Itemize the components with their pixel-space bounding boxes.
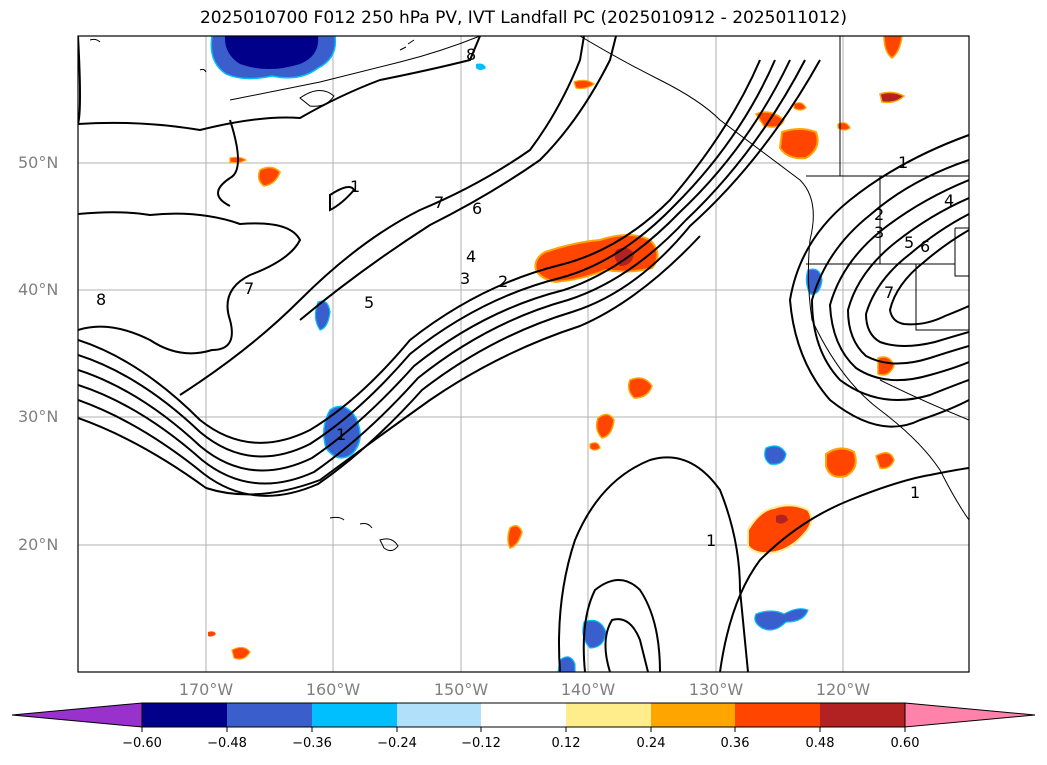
colorbar [11, 702, 1036, 732]
colorbar-bin [820, 703, 905, 727]
colorbar-tick-label: 0.36 [720, 736, 750, 751]
lon-label-140w: 140°W [560, 680, 616, 699]
contour-label: 3 [874, 223, 884, 242]
negative-anomaly-region [805, 268, 823, 295]
colorbar-bin [312, 703, 397, 727]
positive-anomaly-region [877, 356, 895, 376]
contour-label: 2 [874, 205, 884, 224]
positive-anomaly-region [573, 79, 596, 90]
positive-anomaly-region [627, 377, 653, 399]
lat-label-20n: 20°N [18, 535, 59, 554]
positive-anomaly-region [793, 102, 807, 111]
negative-anomaly-region [476, 63, 486, 70]
colorbar-bin [735, 703, 820, 727]
positive-anomaly-core [776, 514, 788, 524]
map-title: 2025010700 F012 250 hPa PV, IVT Landfall… [199, 8, 847, 28]
colorbar-bin [397, 703, 481, 727]
contour-label: 2 [498, 272, 508, 291]
positive-anomaly-region [507, 525, 523, 549]
anomaly-shading [208, 36, 906, 672]
contour-label: 7 [244, 279, 254, 298]
contour-label: 5 [364, 293, 374, 312]
lon-label-130w: 130°W [688, 680, 744, 699]
contour-label: 5 [904, 233, 914, 252]
positive-anomaly-region [257, 166, 281, 187]
map-frame [77, 35, 970, 673]
contour-labels: 8 7 7 6 5 4 3 2 1 1 1 8 7 6 5 4 3 2 1 1 [96, 45, 954, 550]
negative-anomaly-region [754, 608, 809, 631]
colorbar-bin [142, 703, 227, 727]
contour-label: 3 [460, 269, 470, 288]
positive-anomaly-region [825, 447, 857, 478]
negative-anomaly-region [323, 405, 361, 459]
contour-label: 8 [466, 45, 476, 64]
contour-label: 4 [944, 191, 954, 210]
lat-label-40n: 40°N [18, 280, 59, 299]
negative-anomaly-region [582, 619, 607, 649]
lat-label-50n: 50°N [18, 153, 59, 172]
positive-anomaly-region [875, 452, 895, 470]
negative-anomaly-region [314, 300, 331, 331]
colorbar-extend-low [11, 702, 143, 728]
colorbar-tick-label: −0.24 [377, 736, 417, 751]
colorbar-frame [141, 702, 906, 728]
positive-anomaly-region [231, 646, 251, 660]
gridlines [78, 36, 969, 672]
positive-anomaly-region [208, 631, 216, 637]
contour-label: 6 [472, 199, 482, 218]
positive-anomaly-region [589, 442, 601, 451]
colorbar-tick-label: 0.12 [551, 736, 581, 751]
colorbar-tick-label: 0.60 [890, 736, 920, 751]
lon-label-160w: 160°W [305, 680, 361, 699]
lat-label-30n: 30°N [18, 407, 59, 426]
colorbar-extend-high [904, 702, 1036, 728]
negative-anomaly-region [557, 656, 576, 672]
negative-anomaly-core [224, 36, 319, 69]
colorbar-tick-label: 0.24 [636, 736, 666, 751]
contour-label: 1 [898, 153, 908, 172]
positive-anomaly-region [747, 504, 813, 555]
contour-label: 1 [910, 483, 920, 502]
negative-anomaly-region [764, 445, 787, 465]
colorbar-tick-label: −0.60 [122, 736, 162, 751]
colorbar-bin [481, 703, 566, 727]
colorbar-tick-label: 0.48 [805, 736, 835, 751]
colorbar-bin [651, 703, 735, 727]
colorbar-tick-label: −0.12 [461, 736, 501, 751]
contour-label: 6 [920, 237, 930, 256]
colorbar-tick-label: −0.48 [207, 736, 247, 751]
lon-label-150w: 150°W [433, 680, 489, 699]
positive-anomaly-region [883, 36, 903, 59]
coastlines [89, 36, 969, 552]
lon-label-120w: 120°W [815, 680, 871, 699]
colorbar-bin [566, 703, 651, 727]
lon-label-170w: 170°W [178, 680, 234, 699]
contour-label: 1 [350, 177, 360, 196]
contour-label: 1 [706, 531, 716, 550]
colorbar-tick-label: −0.36 [292, 736, 332, 751]
contour-label: 8 [96, 290, 106, 309]
contour-label: 7 [434, 193, 444, 212]
positive-anomaly-region [879, 91, 906, 104]
contour-label: 1 [336, 425, 346, 444]
pv-contours [78, 36, 969, 672]
positive-anomaly-region [595, 413, 615, 439]
contour-label: 4 [466, 247, 476, 266]
positive-anomaly-region [778, 128, 819, 160]
contour-label: 7 [884, 283, 894, 302]
colorbar-bin [227, 703, 312, 727]
